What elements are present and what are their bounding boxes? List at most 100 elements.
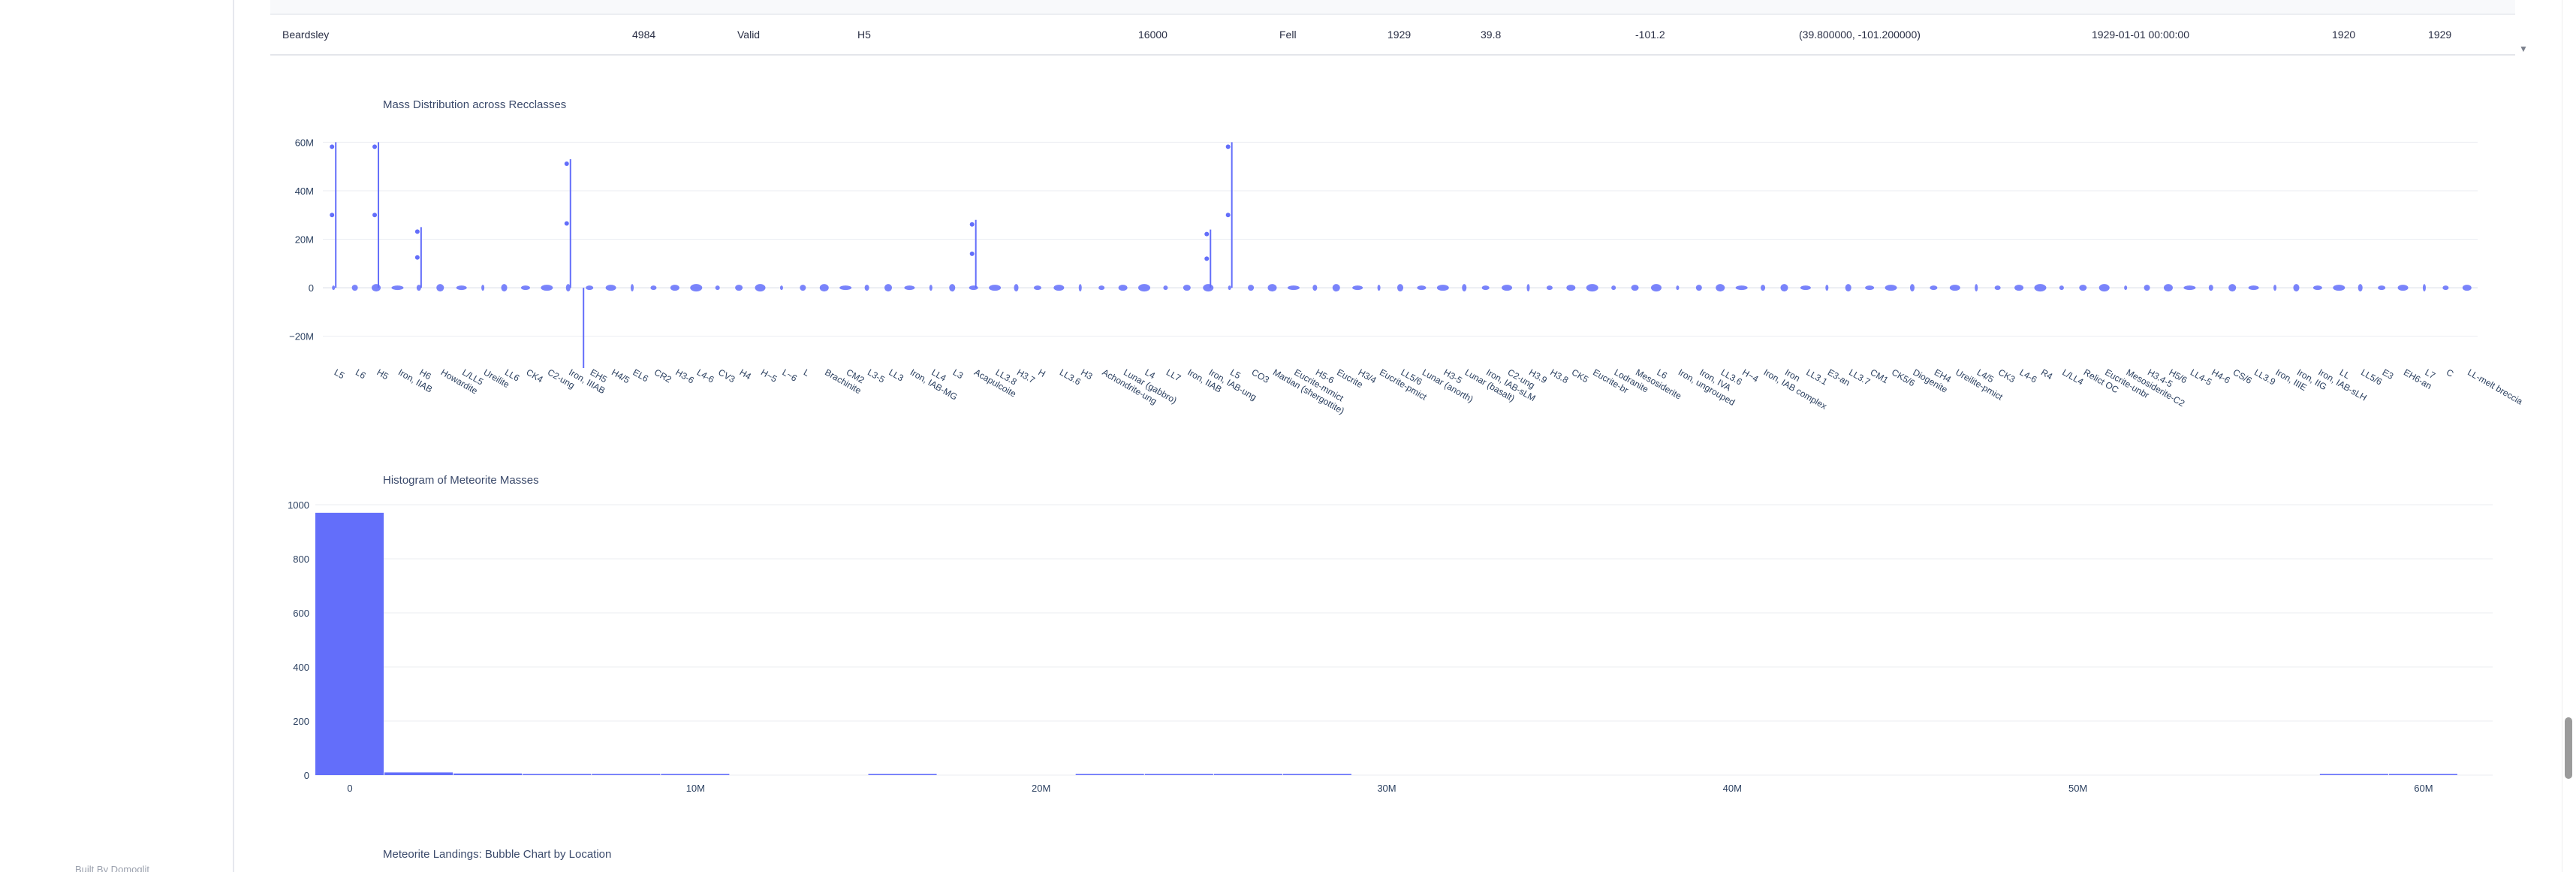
violin-body [1994, 285, 2001, 291]
violin-body [1546, 285, 1553, 291]
violin-x-tick-label: H4/5 [610, 367, 631, 385]
hist-x-tick-label: 50M [2068, 783, 2087, 794]
table-scroll-down-arrow[interactable]: ▼ [2519, 44, 2528, 54]
violin-body [1481, 285, 1490, 291]
hist-y-tick-label: 600 [293, 608, 309, 619]
violin-outlier [330, 213, 335, 218]
violin-46 [1312, 285, 1318, 291]
violin-body [2358, 284, 2363, 292]
violin-outlier [372, 213, 378, 218]
violin-28 [929, 285, 932, 291]
violin-x-tick-label: CK5 [1570, 367, 1590, 385]
violin-body [819, 284, 829, 292]
violin-body [1098, 285, 1105, 291]
violin-body [1800, 285, 1811, 291]
violin-body [1526, 284, 1530, 292]
table-row[interactable]: Beardsley 4984 Valid H5 16000 Fell 1929 … [270, 15, 2515, 56]
violin-38 [1138, 284, 1151, 292]
violin-39 [1163, 285, 1168, 291]
violin-x-tick-label: CK3 [1996, 367, 2017, 385]
violin-65 [1716, 284, 1725, 292]
violin-40 [1183, 285, 1191, 291]
violin-body [1397, 284, 1403, 292]
violin-body [929, 285, 932, 291]
violin-outlier [1204, 256, 1210, 261]
violin-x-tick-label: H~5 [759, 367, 779, 384]
violin-96 [2378, 285, 2386, 291]
violin-body [351, 285, 358, 291]
violin-body [1502, 285, 1513, 291]
violin-9 [520, 285, 530, 291]
violin-body [2462, 285, 2472, 291]
violin-body [1761, 285, 1766, 291]
violin-15 [650, 285, 657, 291]
violin-x-tick-label: LL3.1 [1804, 367, 1829, 387]
violin-43 [1248, 285, 1255, 291]
violin-58 [1566, 285, 1576, 291]
violin-10 [541, 285, 553, 291]
violin-body [1436, 285, 1449, 291]
violin-body [904, 285, 915, 291]
violin-body [1631, 285, 1639, 291]
violin-body [1118, 285, 1128, 291]
violin-68 [1780, 284, 1788, 292]
violin-body [391, 285, 404, 291]
violin-body [2014, 285, 2024, 291]
violin-body [884, 284, 893, 292]
violin-body [1053, 285, 1065, 291]
violin-x-tick-label: R4 [2039, 367, 2055, 382]
violin-57 [1546, 285, 1553, 291]
violin-body [1716, 284, 1725, 292]
hist-y-tick-label: 1000 [288, 499, 309, 511]
violin-outlier [414, 255, 420, 260]
violin-x-tick-label: H3 [1079, 367, 1095, 382]
hist-bar-7 [1075, 774, 1144, 775]
violin-body [1417, 285, 1427, 291]
violin-x-tick-label: L5 [1228, 367, 1243, 381]
violin-62 [1650, 284, 1662, 292]
violin-5 [436, 284, 444, 292]
hist-bar-4 [592, 774, 661, 775]
violin-x-tick-label: H3-6 [673, 367, 696, 385]
violin-body [1975, 284, 1978, 292]
violin-body [1885, 285, 1897, 291]
violin-21 [779, 285, 783, 291]
violin-x-tick-label: LL4-5 [2189, 367, 2214, 388]
violin-x-tick-label: LL3.9 [2252, 367, 2277, 387]
violin-0 [330, 142, 337, 291]
violin-body [2228, 284, 2237, 292]
violin-body [436, 284, 444, 292]
violin-76 [1949, 285, 1960, 291]
violin-91 [2273, 285, 2277, 291]
violin-87 [2183, 285, 2196, 291]
cell-reclat: 39.8 [1481, 29, 1502, 41]
page-scrollbar-thumb[interactable] [2565, 717, 2572, 779]
violin-body [2312, 285, 2322, 291]
violin-body [586, 285, 594, 291]
violin-98 [2422, 284, 2426, 292]
page-scrollbar[interactable] [2562, 0, 2576, 872]
violin-body [1078, 284, 1082, 292]
violin-60 [1611, 285, 1616, 291]
violin-52 [1436, 285, 1449, 291]
violin-x-tick-label: CO3 [1250, 367, 1272, 385]
violin-2 [372, 142, 381, 292]
violin-70 [1825, 285, 1829, 291]
violin-outlier [1225, 213, 1231, 218]
violin-32 [1014, 284, 1019, 292]
violin-93 [2312, 285, 2322, 291]
violin-x-tick-label: LL3 [887, 367, 906, 383]
violin-50 [1397, 284, 1403, 292]
violin-31 [989, 285, 1002, 291]
hist-bar-6 [868, 774, 937, 775]
violin-outlier [969, 251, 975, 256]
violin-77 [1975, 284, 1978, 292]
violin-body [800, 285, 806, 291]
violin-body [1138, 284, 1151, 292]
violin-18 [715, 285, 720, 291]
bubble-chart-title: Meteorite Landings: Bubble Chart by Loca… [383, 848, 612, 861]
violin-x-tick-label: EL6 [631, 367, 651, 384]
hist-bar-2 [453, 773, 523, 775]
violin-x-tick-label: L3-5 [866, 367, 887, 385]
violin-body [332, 285, 336, 291]
